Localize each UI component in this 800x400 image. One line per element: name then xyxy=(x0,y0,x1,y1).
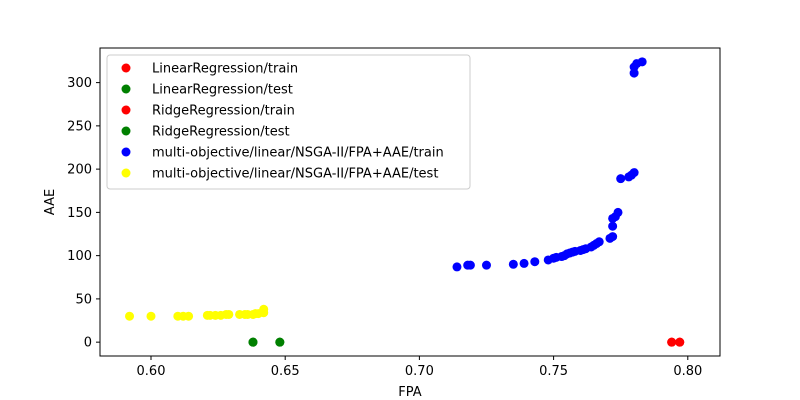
data-point xyxy=(530,257,540,267)
legend-label: RidgeRegression/train xyxy=(152,104,295,119)
legend-label: LinearRegression/train xyxy=(152,62,298,77)
legend-box xyxy=(106,54,471,190)
legend-marker xyxy=(121,84,131,94)
data-point xyxy=(594,237,604,247)
y-tick-label: 150 xyxy=(67,206,92,221)
data-point xyxy=(608,232,618,242)
x-tick-label: 0.75 xyxy=(539,364,568,379)
x-axis-label: FPA xyxy=(398,385,421,400)
legend: LinearRegression/train LinearRegression/t… xyxy=(106,54,471,190)
data-point xyxy=(608,221,618,231)
legend-item: multi-objective/linear/NSGA-II/FPA+AAE/t… xyxy=(121,146,444,161)
data-point xyxy=(125,311,135,321)
plot-frame xyxy=(99,47,721,357)
data-point xyxy=(667,337,677,347)
data-point xyxy=(465,260,475,270)
axes: 0.60 0.65 0.70 0.75 0.80 0 50 100 150 200 250 300 FP… xyxy=(43,47,721,400)
legend-marker xyxy=(121,126,131,136)
y-tick-label: 300 xyxy=(67,76,92,91)
legend-item: LinearRegression/test xyxy=(121,83,293,98)
legend-marker xyxy=(121,105,131,115)
data-point xyxy=(184,311,194,321)
x-tick-label: 0.70 xyxy=(405,364,434,379)
data-point xyxy=(629,168,639,178)
y-tick-label: 250 xyxy=(67,119,92,134)
x-tick-label: 0.80 xyxy=(673,364,702,379)
series-4 xyxy=(452,57,647,272)
data-point xyxy=(259,304,269,314)
legend-label: multi-objective/linear/NSGA-II/FPA+AAE/t… xyxy=(152,167,438,182)
y-tick-label: 100 xyxy=(67,249,92,264)
data-point xyxy=(519,258,529,268)
legend-item: LinearRegression/train xyxy=(121,62,298,77)
data-point xyxy=(452,262,462,272)
series-2 xyxy=(667,337,685,347)
points-layer xyxy=(125,57,685,347)
data-point xyxy=(613,207,623,217)
legend-item: RidgeRegression/train xyxy=(121,104,295,119)
legend-marker xyxy=(121,147,131,157)
y-tick-label: 50 xyxy=(75,292,92,307)
x-tick-label: 0.60 xyxy=(137,364,166,379)
legend-label: LinearRegression/test xyxy=(152,83,293,98)
y-tick-label: 200 xyxy=(67,163,92,178)
legend-label: RidgeRegression/test xyxy=(152,125,290,140)
y-axis-label: AAE xyxy=(43,189,58,215)
series-5 xyxy=(125,304,269,321)
data-point xyxy=(616,174,626,184)
legend-marker xyxy=(121,168,131,178)
data-point xyxy=(275,337,285,347)
legend-item: RidgeRegression/test xyxy=(121,125,290,140)
series-3 xyxy=(248,337,285,347)
data-point xyxy=(637,57,647,67)
data-point xyxy=(508,259,518,269)
x-tick-label: 0.65 xyxy=(271,364,300,379)
data-point xyxy=(248,337,258,347)
data-point xyxy=(675,337,685,347)
data-point xyxy=(224,309,234,319)
y-tick-label: 0 xyxy=(84,336,92,351)
data-point xyxy=(481,260,491,270)
data-point xyxy=(146,311,156,321)
legend-label: multi-objective/linear/NSGA-II/FPA+AAE/t… xyxy=(152,146,444,161)
legend-marker xyxy=(121,63,131,73)
legend-item: multi-objective/linear/NSGA-II/FPA+AAE/t… xyxy=(121,167,438,182)
